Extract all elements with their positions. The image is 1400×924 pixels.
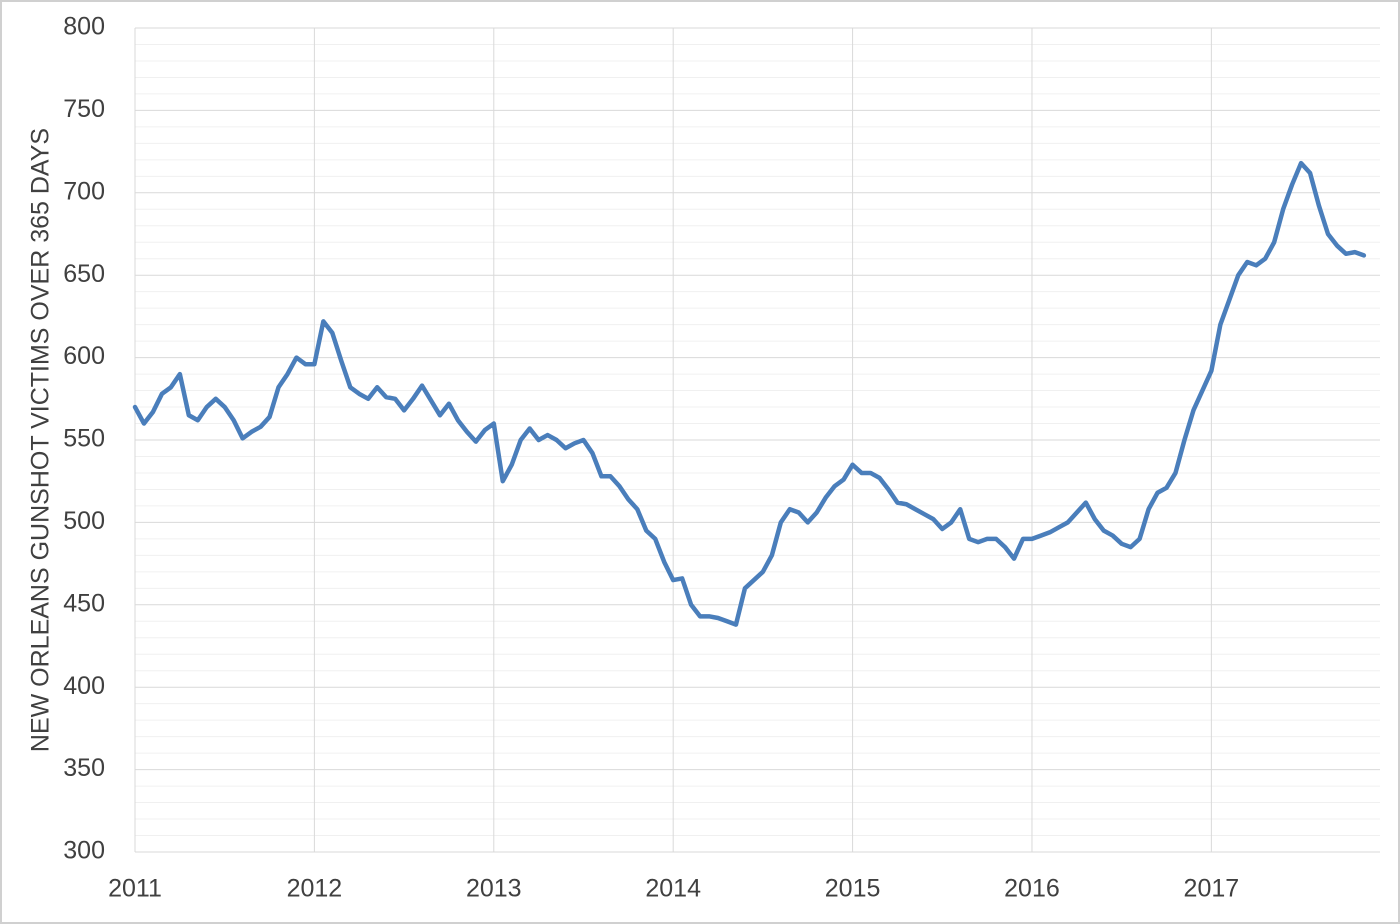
x-tick-label: 2015 xyxy=(825,875,881,903)
y-tick-label: 550 xyxy=(63,425,105,453)
y-tick-label: 400 xyxy=(63,672,105,700)
y-tick-label: 450 xyxy=(63,589,105,617)
x-tick-label: 2017 xyxy=(1184,875,1240,903)
y-tick-label: 750 xyxy=(63,95,105,123)
y-tick-label: 350 xyxy=(63,754,105,782)
y-tick-label: 700 xyxy=(63,177,105,205)
data-line xyxy=(132,160,1367,627)
x-tick-label: 2016 xyxy=(1004,875,1060,903)
y-tick-label: 800 xyxy=(63,13,105,41)
y-axis-label: NEW ORLEANS GUNSHOT VICTIMS OVER 365 DAY… xyxy=(27,128,55,752)
y-tick-label: 600 xyxy=(63,342,105,370)
x-tick-label: 2013 xyxy=(466,875,522,903)
y-tick-label: 650 xyxy=(63,260,105,288)
x-tick-label: 2014 xyxy=(645,875,701,903)
y-tick-label: 300 xyxy=(63,837,105,865)
y-tick-label: 500 xyxy=(63,507,105,535)
x-tick-label: 2012 xyxy=(287,875,343,903)
x-tick-label: 2011 xyxy=(108,875,162,903)
